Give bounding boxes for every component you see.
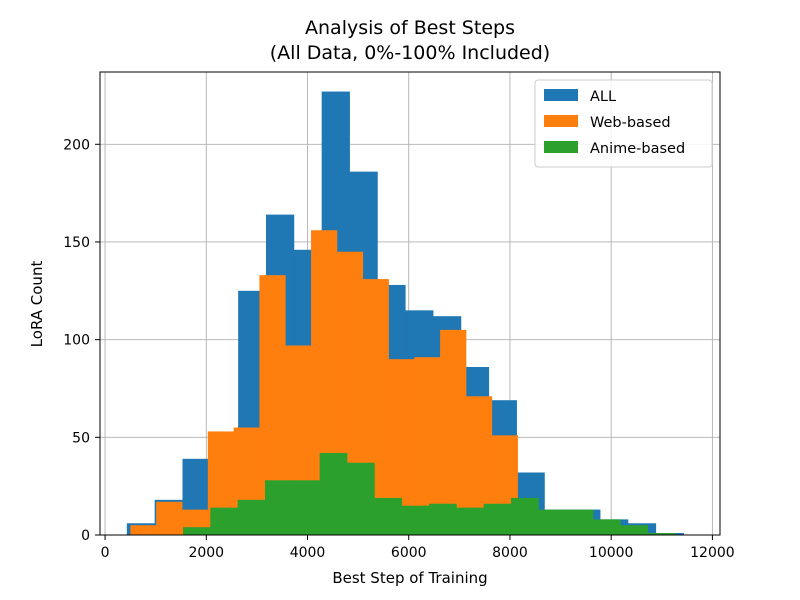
histogram-bar	[538, 509, 567, 535]
histogram-bar	[440, 329, 467, 535]
x-tick-label: 6000	[391, 545, 427, 561]
histogram-bar	[592, 519, 621, 535]
legend-label: Web-based	[590, 115, 671, 131]
legend-box	[534, 79, 713, 168]
axis-ticks: 0 2000 4000 6000 8000 10000 12000 0 50 100 150 200	[63, 137, 734, 561]
histogram-bar	[483, 503, 512, 535]
x-tick-label: 12000	[690, 545, 735, 561]
series-anime-based	[183, 452, 676, 535]
histogram-bar	[620, 525, 649, 535]
x-axis-label: Best Step of Training	[332, 569, 487, 587]
legend-label: ALL	[590, 89, 616, 105]
y-axis-label: LoRA Count	[28, 261, 46, 348]
x-tick-label: 4000	[290, 545, 326, 561]
histogram-bar	[264, 480, 293, 535]
histogram-bar	[428, 503, 457, 535]
x-tick-label: 0	[101, 545, 110, 561]
y-tick-label: 150	[63, 235, 90, 251]
histogram-bar	[346, 462, 375, 535]
chart-title-line-1: Analysis of Best Steps	[305, 17, 515, 39]
histogram-bar	[210, 507, 239, 535]
x-tick-label: 2000	[188, 545, 224, 561]
histogram-bar	[374, 497, 403, 535]
histogram-bar	[156, 501, 183, 535]
y-tick-label: 200	[63, 137, 90, 153]
y-tick-label: 50	[72, 430, 90, 446]
histogram-bar	[401, 505, 430, 535]
histogram-bar	[237, 499, 266, 535]
y-tick-label: 100	[63, 333, 90, 349]
histogram-bars	[126, 91, 684, 536]
legend-label: Anime-based	[590, 141, 685, 157]
x-tick-label: 8000	[492, 545, 528, 561]
histogram-bar	[565, 509, 594, 535]
chart-title: Analysis of Best Steps (All Data, 0%-100…	[270, 17, 550, 64]
histogram-bar	[183, 527, 211, 535]
chart-legend: ALL Web-based Anime-based	[534, 79, 713, 168]
plot-area-frame	[99, 71, 721, 536]
histogram-bar	[456, 507, 485, 535]
histogram-bar	[292, 480, 321, 535]
legend-swatch	[544, 141, 578, 153]
histogram-bar	[130, 525, 157, 535]
y-tick-label: 0	[81, 528, 90, 544]
legend-swatch	[544, 115, 578, 127]
histogram-bar	[510, 497, 539, 535]
chart-title-line-2: (All Data, 0%-100% Included)	[270, 42, 550, 64]
legend-swatch	[544, 89, 578, 101]
x-tick-label: 10000	[589, 545, 634, 561]
histogram-bar	[647, 533, 676, 535]
histogram-bar	[319, 452, 348, 535]
